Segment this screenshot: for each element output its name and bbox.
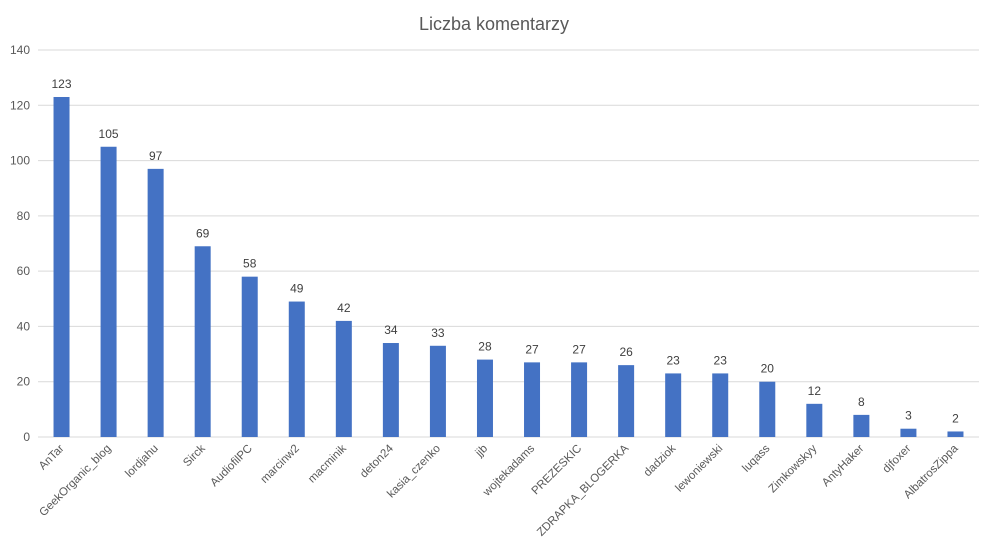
data-label: 12	[808, 384, 822, 398]
data-label: 58	[243, 257, 257, 271]
y-tick-label: 60	[17, 264, 31, 278]
x-tick-label: lordjahu	[123, 443, 160, 480]
y-tick-label: 140	[10, 43, 30, 57]
bar	[665, 373, 682, 437]
data-label: 26	[619, 345, 633, 359]
data-label: 123	[52, 77, 72, 91]
x-tick-label: lewoniewski	[673, 443, 725, 495]
bar	[335, 320, 352, 437]
data-label: 33	[431, 326, 445, 340]
bar	[100, 146, 117, 437]
x-tick-label: AudiofilPC	[208, 443, 254, 489]
data-label: 20	[761, 362, 775, 376]
y-tick-label: 40	[17, 319, 31, 333]
data-labels: 123 105 97 69 58 49 42 34 33 28 27 27 26 23 23 20 12 8 3 2	[52, 77, 960, 425]
data-label: 34	[384, 323, 398, 337]
y-tick-label: 20	[17, 375, 31, 389]
data-label: 69	[196, 226, 210, 240]
data-label: 28	[478, 340, 492, 354]
bar	[53, 96, 70, 437]
bar	[524, 362, 541, 437]
data-label: 2	[952, 411, 959, 425]
x-tick-label: AnTar	[37, 443, 67, 473]
y-tick-label: 120	[10, 98, 30, 112]
x-tick-label: luqass	[740, 442, 772, 474]
y-tick-label: 0	[23, 430, 30, 444]
y-axis-ticks: 0 20 40 60 80 100 120 140	[10, 43, 30, 444]
bar	[194, 246, 211, 437]
data-label: 97	[149, 149, 163, 163]
bar	[382, 343, 399, 437]
data-label: 3	[905, 409, 912, 423]
x-tick-label: ZDRAPKA_BLOGERKA	[535, 442, 631, 538]
x-tick-label: dadziok	[642, 442, 679, 479]
x-tick-label: Zimkowskyy	[767, 442, 820, 495]
x-tick-label: Sirck	[181, 442, 208, 469]
data-label: 8	[858, 395, 865, 409]
data-label: 105	[99, 127, 119, 141]
y-tick-label: 100	[10, 154, 30, 168]
bar	[900, 428, 917, 437]
bar	[429, 345, 446, 437]
bar	[241, 276, 258, 437]
bar	[947, 431, 964, 437]
x-tick-label: macminik	[306, 442, 349, 485]
bar	[712, 373, 729, 437]
data-label: 27	[525, 342, 539, 356]
data-label: 27	[572, 342, 586, 356]
chart-title: Liczba komentarzy	[419, 14, 569, 34]
data-label: 23	[714, 353, 728, 367]
bar	[806, 403, 823, 437]
bar	[476, 359, 493, 437]
x-tick-label: djfoxer	[881, 443, 914, 476]
bar	[571, 362, 588, 437]
gridlines	[38, 49, 979, 438]
bar	[288, 301, 305, 437]
y-tick-label: 80	[17, 209, 31, 223]
bar	[853, 414, 870, 437]
data-label: 49	[290, 282, 304, 296]
bar	[759, 381, 776, 437]
data-label: 23	[666, 353, 680, 367]
x-tick-label: marcinw2	[259, 443, 302, 486]
bar	[147, 168, 164, 437]
x-tick-label: deton24	[358, 442, 396, 480]
bars	[53, 96, 964, 437]
x-tick-label: jjb	[473, 443, 490, 460]
x-tick-label: AntyHaker	[820, 443, 867, 490]
bar	[618, 365, 635, 437]
data-label: 42	[337, 301, 351, 315]
